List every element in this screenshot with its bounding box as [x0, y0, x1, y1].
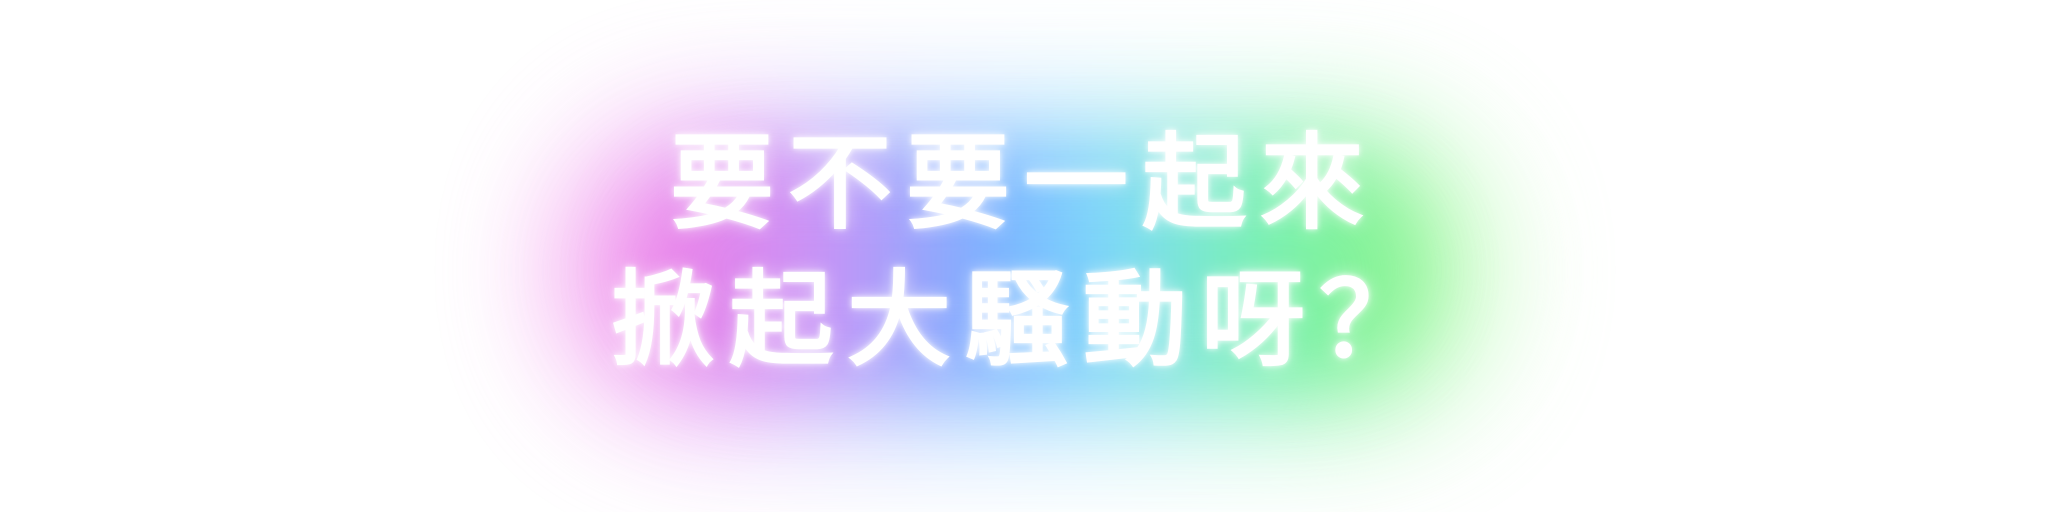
rainbow-glow-core [640, 160, 1420, 380]
caption-line-1: 要不要一起來 [669, 121, 1378, 244]
caption-line-2: 掀起大騷動呀？ [610, 259, 1437, 381]
